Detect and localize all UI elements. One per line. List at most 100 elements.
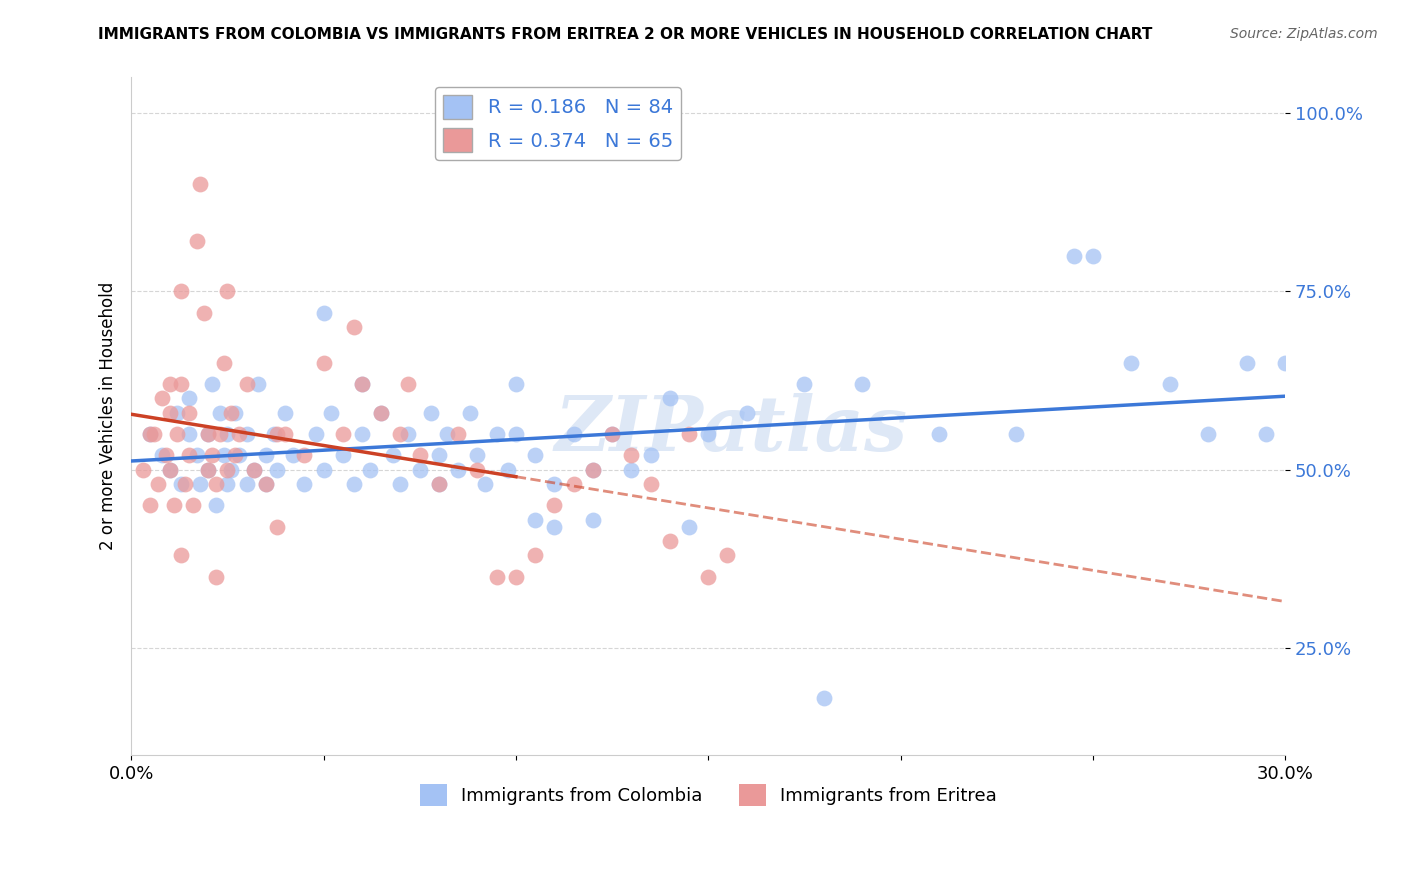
Point [1254, 427, 1277, 442]
Point [243, 463, 266, 477]
Point [212, 449, 235, 463]
Point [312, 463, 335, 477]
Point [436, 427, 458, 442]
Point [1159, 377, 1181, 392]
Point [350, 427, 373, 442]
Point [235, 477, 257, 491]
Point [228, 449, 250, 463]
Point [485, 569, 508, 583]
Point [350, 377, 373, 392]
Point [281, 449, 304, 463]
Point [389, 477, 412, 491]
Point [1274, 356, 1296, 370]
Point [177, 406, 200, 420]
Point [170, 477, 193, 491]
Point [243, 463, 266, 477]
Point [582, 463, 605, 477]
Point [205, 498, 228, 512]
Point [524, 512, 547, 526]
Point [266, 427, 288, 442]
Point [332, 449, 354, 463]
Point [735, 406, 758, 420]
Point [143, 427, 166, 442]
Point [582, 463, 605, 477]
Point [186, 449, 208, 463]
Point [1121, 356, 1143, 370]
Point [1005, 427, 1028, 442]
Point [321, 406, 343, 420]
Point [396, 377, 419, 392]
Point [381, 449, 404, 463]
Point [496, 463, 519, 477]
Point [1081, 249, 1104, 263]
Point [159, 463, 181, 477]
Point [208, 406, 231, 420]
Y-axis label: 2 or more Vehicles in Household: 2 or more Vehicles in Household [100, 282, 117, 550]
Point [224, 449, 246, 463]
Point [697, 427, 720, 442]
Point [150, 392, 173, 406]
Point [396, 427, 419, 442]
Point [543, 498, 565, 512]
Point [235, 377, 257, 392]
Point [292, 477, 315, 491]
Point [312, 356, 335, 370]
Point [678, 427, 700, 442]
Point [543, 477, 565, 491]
Point [254, 477, 277, 491]
Point [201, 377, 224, 392]
Point [620, 463, 643, 477]
Point [427, 449, 450, 463]
Point [447, 463, 470, 477]
Point [1197, 427, 1219, 442]
Point [254, 477, 277, 491]
Point [139, 427, 162, 442]
Point [197, 427, 219, 442]
Point [420, 406, 443, 420]
Point [228, 427, 250, 442]
Point [170, 377, 193, 392]
Point [166, 406, 188, 420]
Point [427, 477, 450, 491]
Point [1236, 356, 1258, 370]
Point [155, 449, 177, 463]
Point [343, 320, 366, 334]
Point [166, 427, 188, 442]
Point [370, 406, 392, 420]
Point [389, 427, 412, 442]
Point [409, 449, 432, 463]
Point [524, 548, 547, 562]
Point [170, 548, 193, 562]
Point [409, 463, 432, 477]
Legend: Immigrants from Colombia, Immigrants from Eritrea: Immigrants from Colombia, Immigrants fro… [412, 777, 1004, 814]
Point [177, 392, 200, 406]
Point [174, 477, 197, 491]
Point [600, 427, 623, 442]
Point [640, 449, 662, 463]
Point [254, 449, 277, 463]
Point [146, 477, 169, 491]
Point [312, 306, 335, 320]
Point [813, 690, 835, 705]
Point [150, 449, 173, 463]
Point [458, 406, 481, 420]
Point [217, 477, 239, 491]
Point [274, 406, 297, 420]
Point [332, 427, 354, 442]
Point [201, 449, 224, 463]
Point [197, 463, 219, 477]
Point [205, 569, 228, 583]
Point [170, 285, 193, 299]
Point [582, 512, 605, 526]
Point [219, 406, 242, 420]
Point [505, 377, 527, 392]
Point [1063, 249, 1085, 263]
Point [793, 377, 815, 392]
Point [139, 427, 162, 442]
Point [190, 178, 212, 192]
Point [139, 498, 162, 512]
Point [485, 427, 508, 442]
Point [543, 519, 565, 533]
Point [159, 463, 181, 477]
Text: IMMIGRANTS FROM COLOMBIA VS IMMIGRANTS FROM ERITREA 2 OR MORE VEHICLES IN HOUSEH: IMMIGRANTS FROM COLOMBIA VS IMMIGRANTS F… [98, 27, 1153, 42]
